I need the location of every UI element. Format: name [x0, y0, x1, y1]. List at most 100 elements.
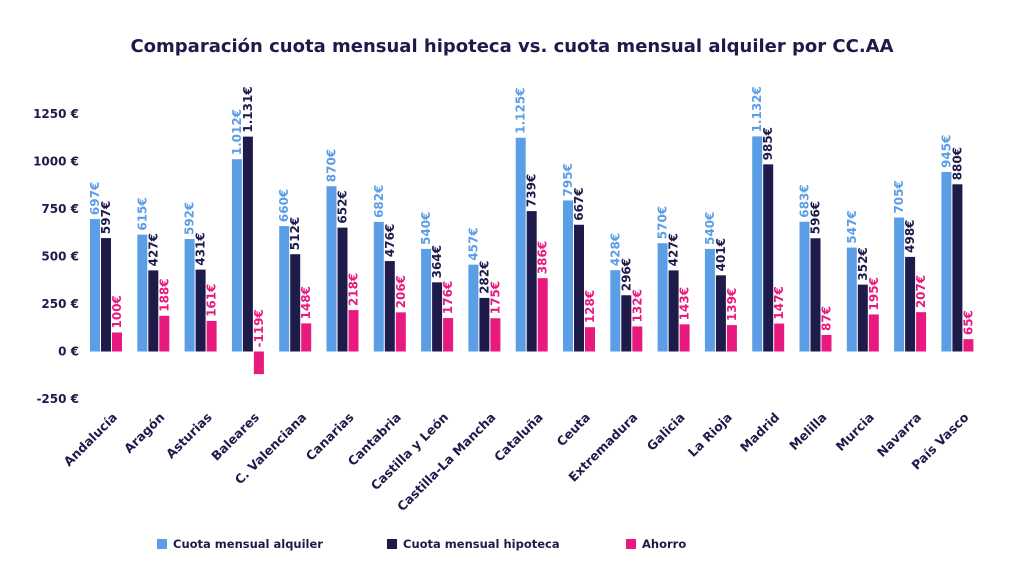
data-label-ahorro: 143€ — [678, 287, 692, 320]
y-tick-label: 750 € — [41, 202, 79, 216]
data-label-hipoteca: 652€ — [336, 190, 350, 223]
bar-hipoteca — [668, 270, 679, 352]
data-label-ahorro: 139€ — [725, 288, 739, 321]
x-tick-label: Ceuta — [554, 410, 594, 450]
data-label-alquiler: 705€ — [892, 180, 906, 213]
x-tick-label: Andalucía — [61, 410, 121, 470]
bar-hipoteca — [763, 164, 774, 352]
data-label-hipoteca: 427€ — [667, 233, 681, 266]
data-label-hipoteca: 431€ — [194, 232, 208, 265]
data-label-alquiler: 1.125€ — [514, 87, 528, 133]
data-label-alquiler: 457€ — [466, 227, 480, 260]
bar-ahorro — [206, 320, 217, 352]
bar-alquiler — [373, 221, 384, 352]
bar-alquiler — [231, 159, 242, 352]
bar-hipoteca — [432, 282, 443, 352]
data-label-ahorro: 148€ — [299, 286, 313, 319]
data-label-alquiler: 683€ — [798, 184, 812, 217]
data-label-ahorro: 175€ — [488, 281, 502, 314]
bar-ahorro — [253, 351, 264, 375]
bar-alquiler — [799, 221, 810, 352]
data-label-alquiler: 540€ — [703, 211, 717, 244]
x-tick-label: Aragón — [121, 410, 167, 456]
bar-ahorro — [868, 314, 879, 352]
legend: Cuota mensual alquiler Cuota mensual hip… — [0, 537, 1024, 557]
y-tick-label: 0 € — [58, 345, 79, 359]
data-label-alquiler: 540€ — [419, 211, 433, 244]
data-label-ahorro: 128€ — [583, 290, 597, 323]
bar-ahorro — [726, 325, 737, 352]
y-tick-label: -250 € — [36, 392, 79, 406]
bar-ahorro — [348, 310, 359, 352]
x-tick-label: Navarra — [874, 410, 924, 460]
data-label-ahorro: 147€ — [772, 286, 786, 319]
data-label-ahorro: 132€ — [630, 289, 644, 322]
data-label-ahorro: 161€ — [205, 284, 219, 317]
data-label-alquiler: 697€ — [88, 182, 102, 215]
x-tick-label: Cataluña — [491, 410, 546, 465]
y-tick-label: 250 € — [41, 297, 79, 311]
bar-ahorro — [395, 312, 406, 352]
bar-hipoteca — [290, 254, 301, 352]
bar-alquiler — [326, 186, 337, 352]
bar-alquiler — [894, 217, 905, 352]
x-tick-label: Asturias — [163, 410, 215, 462]
bar-alquiler — [279, 226, 290, 352]
data-label-hipoteca: 512€ — [288, 217, 302, 250]
y-tick-label: 1000 € — [33, 155, 79, 169]
y-tick-label: 500 € — [41, 250, 79, 264]
data-label-ahorro: -119€ — [252, 309, 266, 347]
legend-label-ahorro: Ahorro — [642, 537, 687, 551]
data-label-alquiler: 615€ — [135, 197, 149, 230]
data-label-alquiler: 870€ — [325, 149, 339, 182]
bar-alquiler — [657, 243, 668, 352]
data-label-ahorro: 218€ — [347, 273, 361, 306]
bar-hipoteca — [479, 297, 490, 352]
bar-alquiler — [184, 239, 195, 352]
data-label-hipoteca: 739€ — [525, 174, 539, 207]
bar-alquiler — [704, 248, 715, 352]
x-tick-label: Murcia — [833, 410, 877, 454]
bar-hipoteca — [952, 184, 963, 352]
legend-item-alquiler: Cuota mensual alquiler — [157, 537, 323, 551]
data-label-alquiler: 795€ — [561, 163, 575, 196]
data-label-hipoteca: 282€ — [477, 261, 491, 294]
bar-hipoteca — [526, 211, 537, 352]
bar-hipoteca — [857, 284, 868, 352]
data-label-ahorro: 65€ — [961, 310, 975, 335]
data-label-ahorro: 206€ — [394, 275, 408, 308]
bar-hipoteca — [810, 238, 821, 352]
bar-hipoteca — [195, 269, 206, 352]
bar-alquiler — [941, 171, 952, 352]
bar-ahorro — [679, 324, 690, 352]
bar-alquiler — [137, 234, 148, 352]
bar-ahorro — [112, 332, 122, 352]
data-label-alquiler: 1.012€ — [230, 109, 244, 155]
data-label-alquiler: 592€ — [183, 202, 197, 235]
bar-alquiler — [563, 200, 573, 352]
data-label-ahorro: 207€ — [914, 275, 928, 308]
bar-alquiler — [421, 248, 432, 352]
bar-ahorro — [963, 339, 974, 352]
bar-ahorro — [916, 312, 927, 352]
x-tick-label: La Rioja — [685, 410, 735, 460]
bar-ahorro — [301, 323, 312, 352]
bar-alquiler — [752, 136, 763, 352]
data-label-alquiler: 1.132€ — [750, 86, 764, 132]
legend-swatch-ahorro — [626, 539, 636, 549]
y-axis: -250 € 0 € 250 € 500 € 750 € 1000 € 1250 € — [33, 107, 79, 406]
data-label-hipoteca: 476€ — [383, 224, 397, 257]
data-label-hipoteca: 985€ — [761, 127, 775, 160]
data-label-alquiler: 660€ — [277, 189, 291, 222]
bar-hipoteca — [101, 238, 111, 352]
data-label-alquiler: 428€ — [608, 233, 622, 266]
bar-hipoteca — [384, 261, 395, 352]
x-tick-label: Galicia — [644, 410, 688, 454]
data-label-ahorro: 188€ — [157, 278, 171, 311]
data-label-hipoteca: 401€ — [714, 238, 728, 271]
bar-alquiler — [515, 137, 526, 352]
bar-alquiler — [468, 264, 479, 352]
y-tick-label: 1250 € — [33, 107, 79, 121]
chart-title: Comparación cuota mensual hipoteca vs. c… — [130, 36, 894, 57]
